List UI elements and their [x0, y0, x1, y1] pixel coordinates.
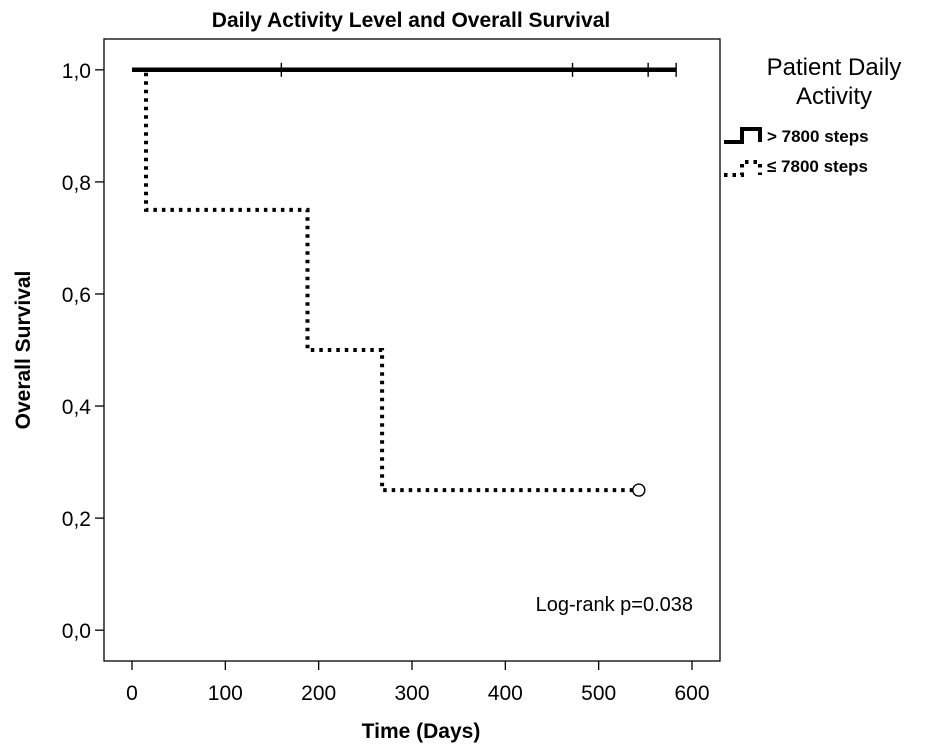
x-tick-label: 0 [126, 682, 138, 705]
y-tick-label: 0,0 [62, 620, 91, 643]
y-axis-label: Overall Survival [12, 271, 35, 430]
log-rank-annotation: Log-rank p=0.038 [536, 594, 693, 616]
legend-title-line-1: Patient Daily [767, 54, 902, 81]
y-tick-label: 1,0 [62, 60, 91, 83]
x-axis: 0 100 200 300 400 500 600 [126, 661, 710, 705]
x-tick-label: 200 [301, 682, 336, 705]
legend-label-solid: > 7800 steps [767, 127, 869, 146]
x-tick-label: 600 [674, 682, 709, 705]
plot-area-frame [103, 38, 721, 662]
x-tick-label: 300 [394, 682, 429, 705]
legend-title-line-2: Activity [796, 83, 872, 110]
x-tick-label: 100 [208, 682, 243, 705]
legend-swatch-solid [724, 127, 762, 144]
y-tick-label: 0,8 [62, 172, 91, 195]
y-tick-label: 0,6 [62, 284, 91, 307]
survival-curve-low-activity [132, 67, 639, 493]
x-tick-label: 400 [488, 682, 523, 705]
series-layer [132, 62, 677, 497]
chart-title: Daily Activity Level and Overall Surviva… [212, 9, 610, 32]
x-tick-label: 500 [581, 682, 616, 705]
x-axis-label: Time (Days) [362, 720, 481, 743]
y-tick-label: 0,2 [62, 508, 91, 531]
censor-circle [632, 483, 646, 497]
legend-swatch-dotted [724, 160, 762, 177]
legend: Patient Daily Activity > 7800 steps ≤ 78… [724, 54, 902, 177]
y-tick-label: 0,4 [62, 396, 92, 419]
legend-label-dotted: ≤ 7800 steps [767, 157, 868, 176]
y-axis: 0,0 0,2 0,4 0,6 0,8 1,0 [62, 60, 104, 643]
